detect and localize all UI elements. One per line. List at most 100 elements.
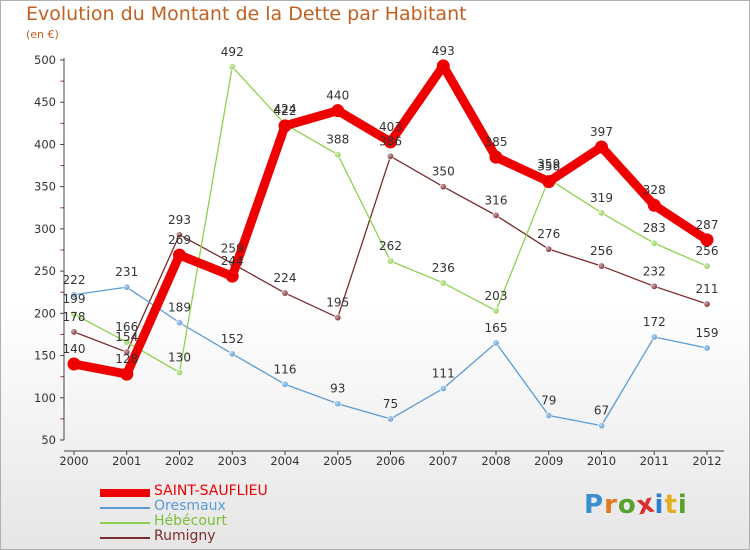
data-point-shine — [492, 339, 500, 347]
x-tick-label: 2004 — [270, 454, 299, 468]
logo-letter: i — [677, 490, 688, 520]
x-tick-label: 2009 — [534, 454, 563, 468]
data-point-shine — [387, 257, 394, 265]
data-label: 386 — [379, 134, 402, 148]
legend-swatch — [100, 522, 150, 524]
proxiti-logo: Proxiti — [584, 488, 688, 521]
data-point-shine — [651, 240, 658, 247]
data-point-shine — [703, 300, 711, 308]
data-label: 199 — [63, 292, 86, 306]
y-tick-label: 250 — [34, 264, 56, 278]
data-point-shine — [440, 385, 447, 392]
legend-swatch — [100, 537, 150, 539]
data-label: 319 — [590, 191, 613, 205]
data-label: 165 — [485, 321, 508, 335]
data-label: 492 — [221, 45, 244, 59]
data-labels: 178 154 293 259 224 195 386 350 316 276 256 232 211 2… — [63, 44, 719, 418]
data-point-shine — [545, 245, 552, 253]
data-point-shine — [598, 209, 605, 217]
data-label: 232 — [643, 264, 666, 278]
data-point-shine — [70, 310, 78, 318]
data-label: 189 — [168, 301, 191, 315]
data-label: 203 — [485, 289, 508, 303]
legend-label: Oresmaux — [154, 498, 226, 514]
data-label: 262 — [379, 239, 402, 253]
data-label: 159 — [696, 326, 719, 340]
data-point — [647, 198, 661, 212]
y-tick-label: 100 — [34, 391, 56, 405]
data-label: 67 — [594, 404, 609, 418]
x-tick-label: 2012 — [692, 454, 721, 468]
data-label: 75 — [383, 397, 398, 411]
logo-letter: i — [654, 490, 665, 520]
x-tick-label: 2010 — [587, 454, 616, 468]
data-label: 116 — [274, 362, 297, 376]
data-point — [384, 135, 397, 149]
x-tick-label: 2011 — [640, 454, 669, 468]
logo-letter: r — [604, 490, 618, 520]
data-label: 385 — [485, 135, 508, 149]
data-point-shine — [70, 291, 78, 298]
y-tick-label: 200 — [34, 306, 56, 320]
data-point-shine — [651, 283, 658, 290]
data-point-shine — [492, 307, 500, 314]
data-label: 154 — [115, 330, 138, 344]
data-label: 236 — [432, 261, 455, 275]
data-point-shine — [545, 412, 552, 419]
data-label: 79 — [541, 394, 556, 408]
data-label: 356 — [537, 160, 560, 174]
data-label: 424 — [274, 102, 297, 116]
data-point-shine — [703, 344, 711, 352]
data-point-shine — [229, 350, 236, 358]
data-label: 269 — [168, 233, 191, 247]
data-point-shine — [334, 400, 341, 407]
data-point-shine — [334, 314, 341, 321]
data-label: 403 — [379, 120, 402, 134]
data-label: 388 — [326, 133, 349, 147]
data-point-shine — [229, 63, 236, 70]
data-point-shine — [334, 151, 341, 158]
logo-letter: o — [617, 490, 637, 520]
data-point-shine — [281, 381, 289, 388]
y-tick-label: 500 — [34, 53, 56, 67]
data-point — [489, 150, 503, 164]
data-point-shine — [387, 153, 394, 160]
series-layer — [67, 59, 714, 430]
data-label: 130 — [168, 350, 191, 364]
data-label: 328 — [643, 183, 666, 197]
data-label: 493 — [432, 44, 455, 58]
data-point-shine — [492, 212, 500, 219]
data-label: 231 — [115, 265, 138, 279]
data-point-shine — [703, 262, 711, 270]
data-label: 140 — [63, 342, 86, 356]
data-point — [67, 357, 81, 371]
data-label: 359 — [537, 157, 560, 171]
data-point — [173, 248, 186, 262]
x-tick-label: 2006 — [376, 454, 405, 468]
data-point-shine — [651, 333, 658, 341]
data-point-shine — [176, 319, 183, 326]
data-point — [436, 59, 450, 73]
data-label: 259 — [221, 242, 244, 256]
data-point-shine — [123, 338, 130, 346]
data-label: 224 — [274, 271, 297, 285]
data-label: 440 — [326, 89, 349, 103]
x-tick-label: 2000 — [59, 454, 88, 468]
legend-label: SAINT-SAUFLIEU — [154, 483, 268, 499]
data-label: 287 — [696, 218, 719, 232]
chart-subtitle: (en €) — [26, 28, 59, 41]
data-point-shine — [387, 415, 394, 423]
data-point — [225, 269, 239, 283]
y-tick-label: 50 — [41, 433, 56, 447]
y-tick-label: 450 — [34, 95, 56, 109]
data-label: 256 — [590, 244, 613, 258]
y-tick-label: 150 — [34, 349, 56, 363]
data-label: 128 — [115, 352, 138, 366]
data-point — [595, 140, 608, 154]
y-tick-label: 400 — [34, 137, 56, 151]
data-label: 195 — [326, 296, 349, 310]
data-label: 422 — [274, 104, 297, 118]
x-tick-label: 2008 — [481, 454, 510, 468]
data-point-shine — [598, 422, 605, 429]
